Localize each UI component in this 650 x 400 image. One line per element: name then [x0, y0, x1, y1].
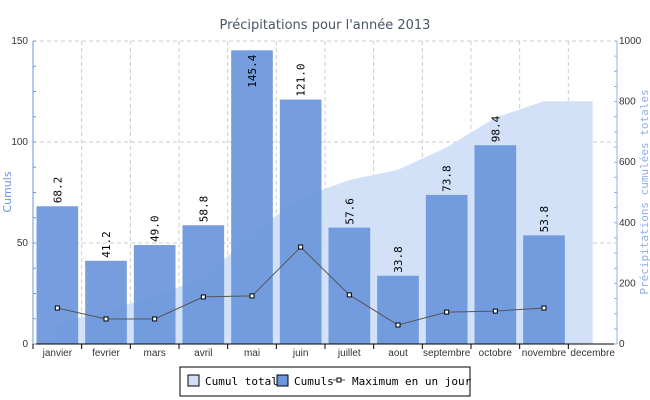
x-tick-label: novembre — [522, 348, 567, 359]
y2-tick-label: 200 — [619, 278, 636, 289]
line-marker — [541, 305, 547, 311]
x-tick-label: septembre — [423, 348, 471, 359]
y-axis-label: Cumuls — [1, 171, 14, 212]
line-series — [54, 244, 547, 328]
legend-swatch-cumul-total — [187, 374, 200, 387]
legend: Cumul total Cumuls Maximum en un jour — [179, 366, 472, 397]
line-marker — [492, 308, 498, 314]
bar-label: 121.0 — [295, 63, 308, 96]
bar-novembre — [523, 235, 565, 344]
bar-label: 73.8 — [441, 165, 454, 192]
y2-axis-label: Précipitations cumulées totales — [638, 89, 650, 294]
bar-label: 53.8 — [538, 206, 551, 233]
bar-octobre — [474, 145, 517, 344]
y-tick-label: 150 — [11, 36, 28, 47]
bar-label: 98.4 — [489, 115, 502, 142]
line-marker — [444, 309, 450, 315]
x-tick-label: juin — [292, 348, 309, 359]
bar-juillet — [328, 227, 371, 344]
bar-fevrier — [85, 260, 127, 344]
line-marker — [346, 292, 352, 298]
legend-cumuls: Cumuls — [294, 375, 334, 388]
line-marker — [298, 244, 304, 250]
legend-marker — [336, 377, 342, 383]
y-tick-label: 50 — [17, 238, 29, 249]
line-marker — [249, 293, 255, 299]
x-tick-label: janvier — [42, 348, 73, 359]
bar-janvier — [36, 206, 79, 344]
y2-tick-label: 0 — [619, 339, 625, 350]
legend-swatch-cumuls — [276, 374, 289, 387]
axes: 0 50 100 150 0 200 400 600 800 1000 janvier fevrier… — [11, 36, 641, 359]
bar-label: 49.0 — [149, 216, 162, 243]
x-tick-label: avril — [194, 348, 212, 359]
bar-septembre — [425, 194, 468, 344]
bar-avril — [182, 225, 225, 344]
y-tick-label: 100 — [11, 137, 28, 148]
x-tick-label: juillet — [337, 348, 361, 359]
bar-juin — [279, 99, 322, 344]
y2-tick-label: 400 — [619, 218, 636, 229]
x-tick-label: fevrier — [92, 348, 120, 359]
line-marker — [152, 316, 158, 322]
x-tick-label: octobre — [479, 348, 513, 359]
bar-aout — [377, 275, 419, 344]
y2-tick-label: 600 — [619, 157, 636, 168]
line-marker — [54, 305, 60, 311]
legend-cumul-total: Cumul total — [205, 375, 278, 388]
x-tick-label: decembre — [570, 348, 615, 359]
legend-box — [179, 366, 471, 397]
y-tick-label: 0 — [22, 339, 28, 350]
bar-label: 57.6 — [343, 198, 356, 225]
x-tick-label: mai — [244, 348, 260, 359]
bar-series: 68.2 41.2 49.0 58.8 145.4 121.0 57.6 33.8 73.8 98… — [36, 50, 565, 345]
x-tick-label: aout — [388, 348, 408, 359]
line-marker — [200, 294, 206, 300]
bar-label: 58.8 — [197, 196, 210, 223]
y2-tick-label: 800 — [619, 97, 636, 108]
bar-label: 68.2 — [51, 177, 64, 204]
bar-label: 41.2 — [100, 231, 113, 258]
line-marker — [395, 322, 401, 328]
bar-mars — [133, 245, 176, 344]
bar-label: 145.4 — [246, 54, 259, 87]
bar-label: 33.8 — [392, 246, 405, 273]
bar-mai — [231, 50, 273, 345]
legend-maximum: Maximum en un jour — [352, 375, 472, 388]
chart-title: Précipitations pour l'année 2013 — [220, 18, 431, 33]
line-marker — [103, 316, 109, 322]
y2-tick-label: 1000 — [619, 36, 642, 47]
x-tick-label: mars — [144, 348, 166, 359]
